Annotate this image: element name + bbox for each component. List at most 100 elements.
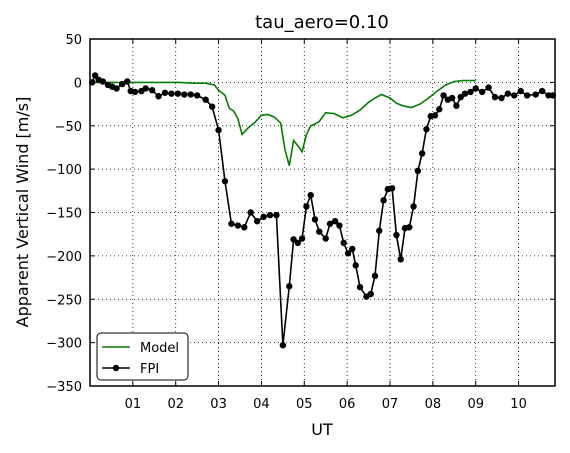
y-tick-label: 0 <box>74 76 82 91</box>
x-tick-label: 06 <box>339 397 356 412</box>
legend: Model FPI <box>96 332 189 381</box>
y-tick-label: −300 <box>46 337 82 352</box>
fpi-data-point <box>523 92 531 99</box>
fpi-data-point <box>307 191 314 199</box>
fpi-data-point <box>498 94 505 102</box>
fpi-data-point <box>113 85 120 92</box>
fpi-data-point <box>124 78 131 85</box>
y-tick-label: −50 <box>55 120 82 135</box>
fpi-data-point <box>187 91 194 98</box>
fpi-data-point <box>298 235 306 242</box>
fpi-data-point <box>279 342 287 349</box>
series-group <box>88 72 557 349</box>
fpi-data-point <box>344 250 352 257</box>
y-tick-label: 50 <box>65 33 82 48</box>
y-tick-label: −250 <box>46 293 82 308</box>
fpi-data-point <box>511 92 518 99</box>
fpi-data-point <box>168 90 175 97</box>
fpi-data-point <box>202 96 209 103</box>
fpi-data-point <box>99 78 107 85</box>
fpi-data-point <box>423 126 430 133</box>
fpi-data-point <box>234 222 242 229</box>
x-tick-label: 10 <box>510 397 527 412</box>
x-tick-label: 02 <box>167 397 184 412</box>
fpi-data-point <box>215 126 222 134</box>
x-axis-label: UT <box>311 420 333 439</box>
fpi-data-point <box>467 88 474 96</box>
fpi-data-point <box>247 209 254 216</box>
fpi-data-point <box>485 84 492 91</box>
x-tick-label: 01 <box>125 397 142 412</box>
fpi-data-point <box>356 283 364 291</box>
fpi-data-point <box>294 239 302 247</box>
fpi-data-point <box>118 80 126 88</box>
fpi-data-point <box>91 72 99 79</box>
fpi-data-point <box>517 87 524 95</box>
y-tick-label: −200 <box>46 250 82 265</box>
fpi-data-point <box>388 185 396 192</box>
fpi-data-point <box>228 220 235 227</box>
legend-marker-fpi <box>112 364 120 372</box>
fpi-data-point <box>208 103 216 110</box>
fpi-data-point <box>448 94 456 102</box>
fpi-data-point <box>336 222 343 229</box>
fpi-data-point <box>174 90 182 97</box>
fpi-data-point <box>155 93 162 100</box>
fpi-data-point <box>290 236 297 243</box>
fpi-data-point <box>393 231 400 239</box>
fpi-data-point <box>331 217 339 225</box>
fpi-data-point <box>380 197 387 204</box>
fpi-data-point <box>397 256 404 263</box>
fpi-data-point <box>504 90 512 97</box>
fpi-data-point <box>349 245 356 253</box>
fpi-data-point <box>461 90 469 97</box>
y-tick-label: −150 <box>46 207 82 222</box>
x-tick-label: 09 <box>467 397 484 412</box>
fpi-data-point <box>221 178 229 185</box>
fpi-data-point <box>303 203 310 210</box>
fpi-data-point <box>478 88 486 96</box>
fpi-data-point <box>371 272 379 280</box>
fpi-data-point <box>253 217 261 225</box>
fpi-data-point <box>260 213 267 221</box>
x-tick-label: 04 <box>253 397 270 412</box>
fpi-data-point <box>440 92 447 99</box>
fpi-data-point <box>142 85 149 92</box>
x-tick-label: 07 <box>382 397 399 412</box>
fpi-data-point <box>322 235 329 242</box>
fpi-data-point <box>273 211 280 219</box>
fpi-data-point <box>286 283 293 290</box>
fpi-data-point <box>532 91 539 98</box>
fpi-data-point <box>457 93 464 101</box>
x-tick-label: 08 <box>425 397 442 412</box>
legend-label-fpi: FPI <box>140 362 159 377</box>
y-axis-label: Apparent Vertical Wind [m/s] <box>13 97 32 328</box>
fpi-data-point <box>352 262 359 269</box>
ticks-group <box>90 38 555 387</box>
fpi-data-point <box>436 106 443 113</box>
fpi-data-point <box>538 87 546 95</box>
fpi-data-point <box>406 224 413 231</box>
fpi-data-point <box>131 88 139 96</box>
tick-labels-group: 01 02 03 04 05 06 07 08 09 10 50 0 −50 −100 −150 −200 −2… <box>46 33 527 412</box>
fpi-data-point <box>376 227 383 234</box>
fpi-data-point <box>418 150 426 157</box>
fpi-data-point <box>193 92 201 99</box>
fpi-data-point <box>453 102 460 109</box>
fpi-data-point <box>472 85 479 92</box>
fpi-data-point <box>148 86 156 94</box>
x-tick-label: 03 <box>210 397 227 412</box>
fpi-data-point <box>181 91 188 98</box>
fpi-data-point <box>311 216 319 223</box>
fpi-data-point <box>316 228 323 235</box>
fpi-data-point <box>414 167 422 175</box>
fpi-data-point <box>266 211 274 219</box>
fpi-data-point <box>326 220 334 227</box>
y-tick-label: −100 <box>46 163 82 178</box>
chart-title: tau_aero=0.10 <box>255 12 389 33</box>
legend-label-model: Model <box>140 341 179 356</box>
x-tick-label: 05 <box>296 397 313 412</box>
y-tick-label: −350 <box>46 380 82 395</box>
fpi-data-point <box>161 89 169 96</box>
